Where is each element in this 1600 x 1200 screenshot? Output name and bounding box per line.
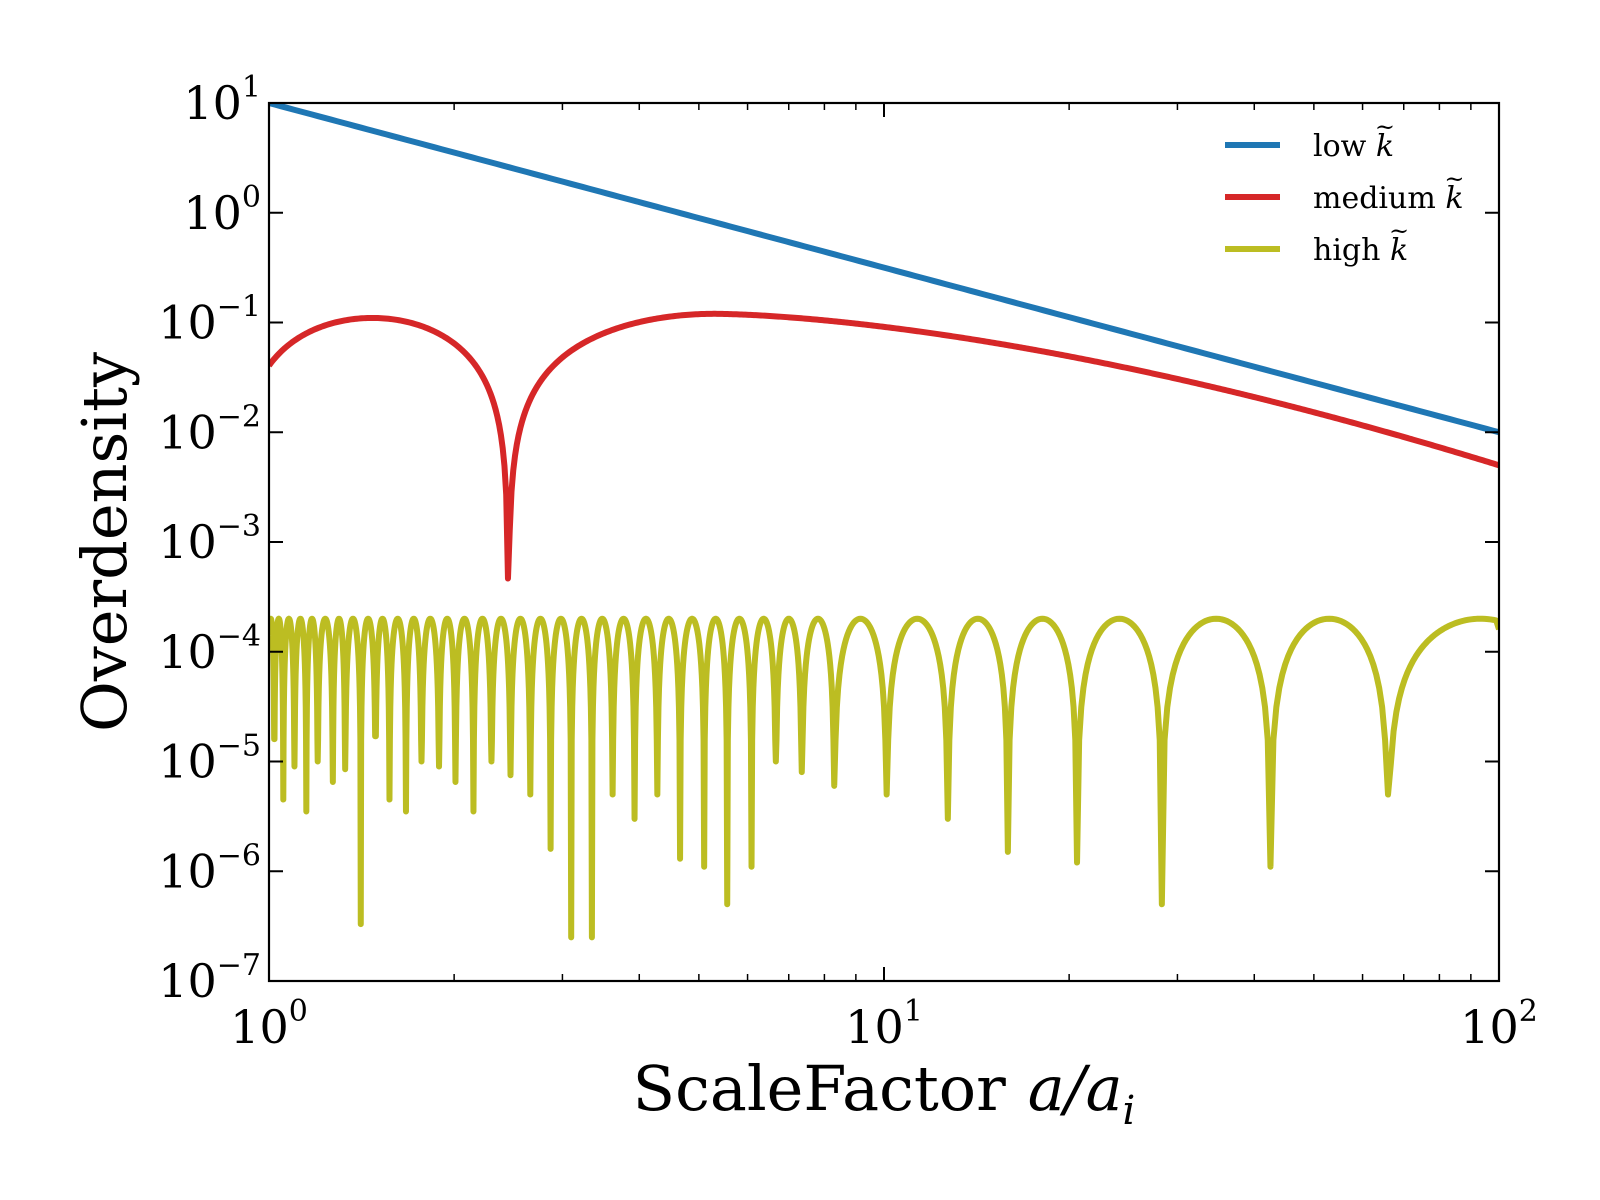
legend-tilde: ~ <box>1389 217 1409 245</box>
legend-label-text: medium <box>1313 181 1445 216</box>
legend-label-symbol: k <box>1390 233 1408 268</box>
y-tick-exponent: 1 <box>242 70 261 105</box>
legend-label-symbol: k <box>1376 129 1394 164</box>
y-tick-exponent: −6 <box>217 838 261 873</box>
x-axis-title-subscript: i <box>1123 1088 1136 1134</box>
legend-label-low: low k <box>1313 129 1394 164</box>
x-axis-title-text: ScaleFactor <box>633 1052 1006 1125</box>
legend: low k~medium k~high k~ <box>1225 113 1464 268</box>
x-tick-label: 100 <box>230 994 308 1054</box>
y-tick-base: 10 <box>158 405 217 459</box>
y-axis-title: Overdensity <box>68 352 141 732</box>
series-line-high <box>269 615 1499 941</box>
legend-label-symbol: k <box>1445 181 1463 216</box>
y-tick-exponent: −1 <box>217 290 261 325</box>
y-tick-exponent: −7 <box>217 948 261 983</box>
y-tick-exponent: −5 <box>217 729 261 764</box>
y-tick-label: 10−5 <box>158 729 261 789</box>
plot-area <box>269 103 1499 981</box>
y-tick-exponent: −2 <box>217 399 261 434</box>
x-axis-title-math: a/a <box>1028 1052 1123 1125</box>
series-line-medium <box>269 310 1499 582</box>
y-tick-exponent: −3 <box>217 509 261 544</box>
x-tick-exponent: 2 <box>1519 994 1538 1029</box>
y-tick-exponent: 0 <box>242 180 261 215</box>
legend-label-text: low <box>1313 129 1376 164</box>
series-layer <box>269 103 1499 941</box>
y-tick-label: 101 <box>183 70 261 130</box>
y-tick-label: 10−1 <box>158 290 261 350</box>
legend-tilde: ~ <box>1375 113 1395 141</box>
x-tick-base: 10 <box>845 1000 904 1054</box>
y-tick-label: 10−6 <box>158 838 261 898</box>
y-tick-base: 10 <box>158 296 217 350</box>
x-tick-exponent: 1 <box>904 994 923 1029</box>
y-tick-base: 10 <box>183 76 242 130</box>
y-tick-label: 10−2 <box>158 399 261 459</box>
y-tick-exponent: −4 <box>217 619 261 654</box>
x-tick-label: 102 <box>1460 994 1538 1054</box>
x-tick-label: 101 <box>845 994 923 1054</box>
y-tick-base: 10 <box>158 954 217 1008</box>
y-tick-label: 100 <box>183 180 261 240</box>
legend-label-text: high <box>1313 233 1390 268</box>
y-tick-base: 10 <box>158 735 217 789</box>
ticks-layer: 100 101 10210110010−110−210−310−410−510−61… <box>158 70 1538 1054</box>
legend-label-medium: medium k <box>1313 181 1464 216</box>
x-tick-base: 10 <box>1460 1000 1519 1054</box>
x-tick-exponent: 0 <box>289 994 308 1029</box>
legend-tilde: ~ <box>1444 165 1464 193</box>
y-tick-base: 10 <box>158 625 217 679</box>
y-tick-base: 10 <box>158 844 217 898</box>
x-axis-title: ScaleFactor a/ai <box>633 1052 1136 1134</box>
y-tick-base: 10 <box>183 186 242 240</box>
y-tick-label: 10−4 <box>158 619 261 679</box>
y-tick-base: 10 <box>158 515 217 569</box>
plot-frame <box>267 101 1501 983</box>
y-tick-label: 10−3 <box>158 509 261 569</box>
legend-label-high: high k <box>1313 233 1408 268</box>
series-line-low <box>269 103 1499 436</box>
x-tick-base: 10 <box>230 1000 289 1054</box>
y-tick-label: 10−7 <box>158 948 261 1008</box>
